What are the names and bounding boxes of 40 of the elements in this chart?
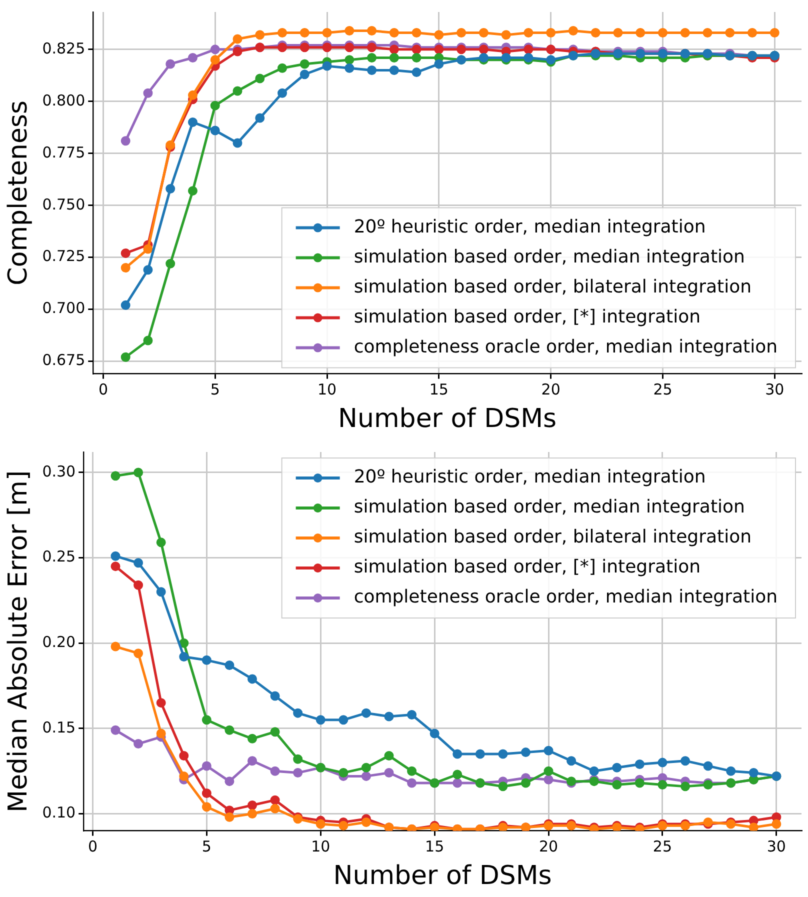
x-tick-label: 10 <box>317 380 337 399</box>
x-tick-label: 30 <box>765 380 784 399</box>
y-tick-label: 0.675 <box>42 351 86 370</box>
x-tick-label: 10 <box>311 838 330 856</box>
x-tick-label: 5 <box>202 838 212 856</box>
x-tick-label: 15 <box>429 380 448 399</box>
x-tick-label: 20 <box>538 838 558 856</box>
x-tick-label: 5 <box>210 380 220 399</box>
y-tick-label: 0.15 <box>42 718 76 736</box>
x-tick-label: 20 <box>541 380 560 399</box>
y-tick-label: 0.725 <box>42 247 86 266</box>
y-axis-title: Completeness <box>3 100 34 286</box>
x-tick-label: 0 <box>98 380 108 399</box>
legend-label: simulation based order, [*] integration <box>354 556 701 578</box>
legend-label: 20º heuristic order, median integration <box>354 216 706 238</box>
x-axis-title: Number of DSMs <box>338 404 557 434</box>
y-tick-label: 0.20 <box>42 632 76 651</box>
y-tick-label: 0.775 <box>42 143 86 162</box>
y-tick-label: 0.800 <box>42 91 86 110</box>
y-tick-label: 0.30 <box>42 462 76 480</box>
y-tick-label: 0.10 <box>42 804 76 822</box>
legend-label: simulation based order, [*] integration <box>354 306 701 328</box>
legend-label: completeness oracle order, median integration <box>354 586 778 608</box>
legend-label: simulation based order, median integration <box>354 496 745 518</box>
y-tick-label: 0.750 <box>42 195 86 214</box>
y-tick-label: 0.825 <box>42 39 86 58</box>
y-axis-title: Median Absolute Error [m] <box>3 470 34 812</box>
x-tick-label: 15 <box>425 838 444 856</box>
x-tick-label: 30 <box>766 838 786 856</box>
legend-label: completeness oracle order, median integration <box>354 336 778 358</box>
x-tick-label: 25 <box>652 838 672 856</box>
y-tick-label: 0.25 <box>42 548 76 566</box>
legend-label: simulation based order, bilateral integration <box>354 276 752 298</box>
x-tick-label: 0 <box>88 838 98 856</box>
y-tick-label: 0.700 <box>42 299 86 318</box>
legend-label: simulation based order, bilateral integration <box>354 526 752 548</box>
x-axis-title: Number of DSMs <box>333 861 552 892</box>
legend-label: simulation based order, median integration <box>354 246 745 268</box>
legend-label: 20º heuristic order, median integration <box>354 466 706 488</box>
x-tick-label: 25 <box>653 380 672 399</box>
